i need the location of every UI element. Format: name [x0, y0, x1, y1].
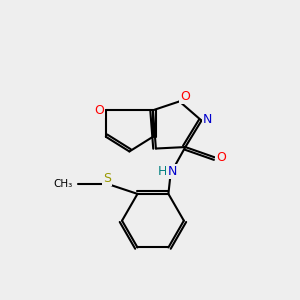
Text: S: S — [103, 172, 111, 185]
Text: O: O — [180, 91, 190, 103]
Text: O: O — [216, 151, 226, 164]
Text: H: H — [158, 165, 167, 178]
Text: CH₃: CH₃ — [53, 179, 73, 189]
Text: O: O — [94, 104, 104, 117]
Text: N: N — [203, 112, 212, 126]
Text: N: N — [167, 165, 177, 178]
